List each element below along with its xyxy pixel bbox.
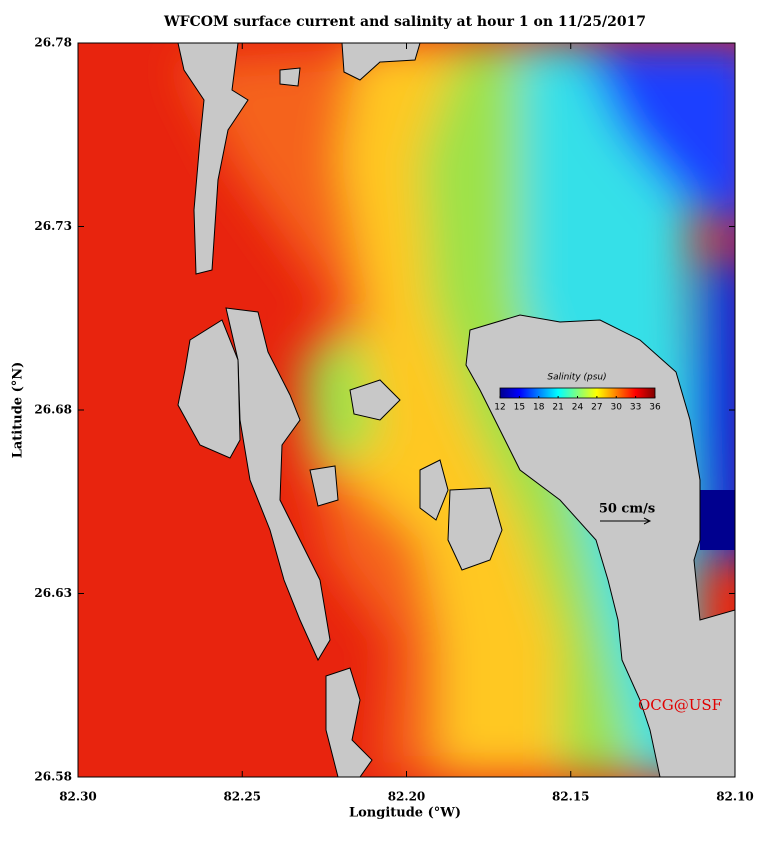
y-tick-label: 26.58 bbox=[34, 770, 72, 784]
x-tick-label: 82.10 bbox=[716, 790, 754, 804]
colorbar-tick-label: 30 bbox=[611, 403, 623, 413]
y-tick-label: 26.63 bbox=[34, 586, 72, 600]
x-tick-label: 82.20 bbox=[388, 790, 426, 804]
y-axis-label: Latitude (°N) bbox=[11, 362, 26, 459]
credit: OCG@USF bbox=[638, 696, 722, 714]
x-tick-label: 82.30 bbox=[59, 790, 97, 804]
y-tick-label: 26.78 bbox=[34, 36, 72, 50]
scale-arrow-head bbox=[643, 517, 652, 525]
colorbar-tick-label: 21 bbox=[552, 403, 563, 413]
colorbar-tick-label: 33 bbox=[630, 403, 641, 413]
colorbar-tick-label: 36 bbox=[649, 403, 661, 413]
salinity-field bbox=[78, 43, 735, 777]
colorbar-tick-label: 12 bbox=[494, 403, 505, 413]
colorbar-tick-label: 18 bbox=[533, 403, 545, 413]
colorbar-tick-label: 15 bbox=[514, 403, 525, 413]
colorbar-tick-label: 27 bbox=[591, 403, 602, 413]
x-axis-label: Longitude (°W) bbox=[349, 806, 461, 821]
colorbar-label: Salinity (psu) bbox=[547, 373, 606, 383]
x-tick-label: 82.25 bbox=[223, 790, 261, 804]
x-tick-label: 82.15 bbox=[552, 790, 590, 804]
chart-title: WFCOM surface current and salinity at ho… bbox=[163, 14, 646, 30]
y-tick-label: 26.73 bbox=[34, 219, 72, 233]
scale-label: 50 cm/s bbox=[599, 502, 655, 517]
y-tick-label: 26.68 bbox=[34, 403, 72, 417]
colorbar-tick-label: 24 bbox=[572, 403, 584, 413]
